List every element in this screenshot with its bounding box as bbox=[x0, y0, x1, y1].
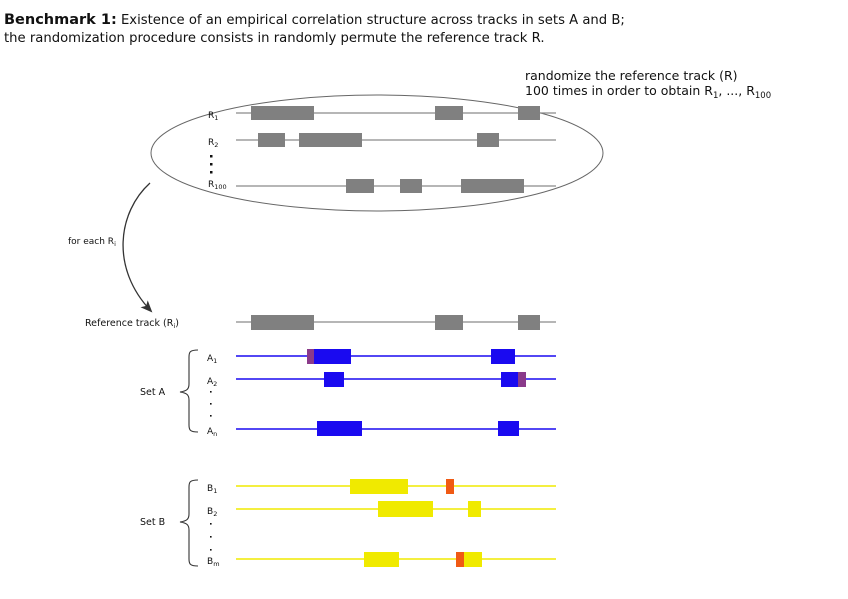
set-a-track-a2: A2 bbox=[207, 372, 556, 388]
track-interval bbox=[346, 179, 374, 193]
track-label: R100 bbox=[208, 180, 227, 191]
track-interval bbox=[461, 179, 524, 193]
track-label: An bbox=[207, 427, 217, 438]
track-interval bbox=[435, 106, 463, 120]
set-b-track-b2: B2 bbox=[207, 501, 556, 518]
title-line1: Existence of an empirical correlation st… bbox=[116, 13, 625, 28]
track-label: A2 bbox=[207, 377, 217, 388]
set-b-track-b1: B1 bbox=[207, 479, 556, 495]
track-interval bbox=[491, 349, 515, 364]
reference-track-label: Reference track (Ri) bbox=[85, 318, 179, 330]
track-interval bbox=[350, 479, 408, 494]
track-interval bbox=[518, 315, 540, 330]
overlap-interval bbox=[456, 552, 464, 567]
track-interval bbox=[299, 133, 362, 147]
track-interval bbox=[364, 552, 399, 567]
set-b-label: Set B bbox=[140, 517, 165, 528]
track-interval bbox=[378, 501, 433, 517]
track-interval bbox=[498, 421, 519, 436]
vertical-ellipsis bbox=[210, 155, 213, 174]
randomization-ellipse bbox=[150, 94, 604, 212]
randomize-note-line1: randomize the reference track (R) bbox=[525, 68, 738, 83]
set-a-label: Set A bbox=[140, 387, 166, 398]
track-interval bbox=[251, 106, 314, 120]
track-interval bbox=[435, 315, 463, 330]
track-interval bbox=[400, 179, 422, 193]
track-label: A1 bbox=[207, 354, 217, 365]
reference-track bbox=[236, 315, 556, 330]
for-each-arrow bbox=[122, 182, 153, 313]
track-interval bbox=[477, 133, 499, 147]
set-a-track-an: An bbox=[207, 421, 556, 438]
track-interval bbox=[258, 133, 285, 147]
randomized-track-r1: R1 bbox=[208, 106, 556, 122]
randomized-track-r100: R100 bbox=[208, 179, 556, 193]
track-interval bbox=[324, 372, 344, 387]
set-a-track-a1: A1 bbox=[207, 349, 556, 365]
figure-title: Benchmark 1: Existence of an empirical c… bbox=[4, 11, 844, 48]
set-b-track-bm: Bm bbox=[207, 552, 556, 568]
set-a-brace bbox=[179, 349, 199, 433]
overlap-interval bbox=[307, 349, 314, 364]
track-label: B2 bbox=[207, 507, 217, 518]
track-interval bbox=[307, 349, 351, 364]
set-b-brace bbox=[179, 479, 199, 567]
track-label: R2 bbox=[208, 138, 218, 149]
for-each-label: for each Ri bbox=[68, 237, 116, 248]
set-a-vertical-ellipsis bbox=[210, 391, 212, 417]
randomized-track-r2: R2 bbox=[208, 133, 556, 149]
track-interval bbox=[251, 315, 314, 330]
title-line2: the randomization procedure consists in … bbox=[4, 31, 545, 46]
track-interval bbox=[317, 421, 362, 436]
track-label: B1 bbox=[207, 484, 217, 495]
track-label: R1 bbox=[208, 111, 218, 122]
track-label: Bm bbox=[207, 557, 220, 568]
set-b-vertical-ellipsis bbox=[210, 523, 212, 551]
track-interval bbox=[468, 501, 481, 517]
title-prefix: Benchmark 1: bbox=[4, 12, 117, 28]
randomize-note-line2: 100 times in order to obtain R1, ..., R1… bbox=[525, 83, 771, 101]
overlap-interval bbox=[446, 479, 454, 494]
track-interval bbox=[518, 106, 540, 120]
overlap-interval bbox=[518, 372, 526, 387]
